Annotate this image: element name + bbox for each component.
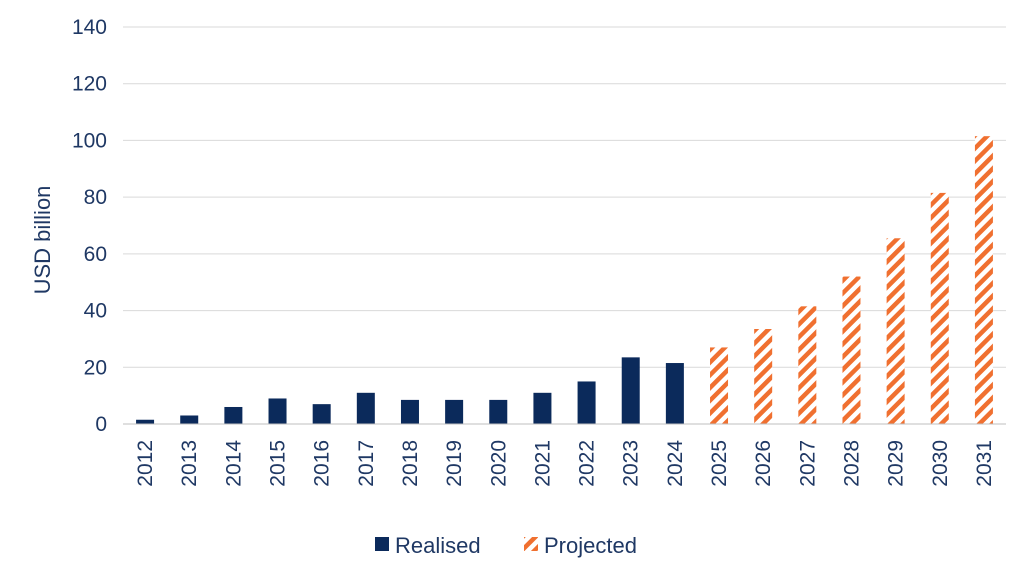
- x-tick-label: 2013: [178, 440, 201, 487]
- x-tick-label: 2016: [311, 440, 334, 487]
- y-tick-label: 120: [72, 73, 107, 96]
- bar-realised-2024: [665, 363, 684, 424]
- y-tick-label: 20: [84, 356, 107, 379]
- bar-projected-2025: [710, 347, 729, 424]
- x-tick-label: 2031: [973, 440, 996, 487]
- bar-projected-2026: [754, 329, 773, 424]
- bar-realised-2019: [445, 399, 464, 424]
- x-tick-label: 2015: [267, 440, 290, 487]
- bar-realised-2013: [180, 415, 199, 424]
- gridlines: [123, 26, 1006, 368]
- x-tick-label: 2012: [134, 440, 157, 487]
- bar-realised-2020: [489, 399, 508, 424]
- bar-projected-2028: [842, 276, 861, 424]
- bar-realised-2023: [621, 357, 640, 424]
- x-tick-label: 2025: [708, 440, 731, 487]
- bar-projected-2030: [930, 192, 949, 424]
- x-tick-label: 2021: [531, 440, 554, 487]
- bar-realised-2014: [224, 406, 243, 424]
- bar-realised-2018: [400, 399, 419, 424]
- x-tick-label: 2028: [840, 440, 863, 487]
- y-tick-label: 0: [95, 413, 107, 436]
- bar-projected-2027: [798, 306, 817, 424]
- y-tick-label: 40: [84, 300, 107, 323]
- x-tick-label: 2024: [664, 440, 687, 487]
- x-tick-label: 2030: [929, 440, 952, 487]
- y-axis-tick-labels: 0 20 40 60 80 100 120 140: [72, 16, 107, 436]
- y-axis-title: USD billion: [30, 186, 55, 295]
- x-tick-label: 2027: [796, 440, 819, 487]
- legend: Realised Projected: [375, 533, 637, 558]
- y-tick-label: 100: [72, 129, 107, 152]
- x-tick-label: 2026: [752, 440, 775, 487]
- bar-realised-2021: [533, 392, 552, 424]
- bars: [136, 136, 993, 425]
- x-tick-label: 2022: [576, 440, 599, 487]
- x-tick-label: 2023: [620, 440, 643, 487]
- legend-swatch-realised: [375, 537, 389, 551]
- legend-swatch-projected: [524, 537, 538, 551]
- bar-realised-2022: [577, 381, 596, 424]
- x-axis-tick-labels: 2012 2013 2014 2015 2016 2017 2018 2019 2020 2021…: [134, 440, 996, 487]
- legend-label-projected: Projected: [544, 533, 637, 558]
- x-tick-label: 2019: [443, 440, 466, 487]
- legend-label-realised: Realised: [395, 533, 481, 558]
- x-tick-label: 2014: [222, 440, 245, 487]
- bar-realised-2015: [268, 398, 287, 424]
- x-tick-label: 2029: [885, 440, 908, 487]
- bar-projected-2029: [886, 238, 905, 424]
- bar-realised-2016: [312, 404, 331, 424]
- x-tick-label: 2017: [355, 440, 378, 487]
- y-tick-label: 60: [84, 243, 107, 266]
- x-tick-label: 2018: [399, 440, 422, 487]
- bar-realised-2017: [356, 392, 375, 424]
- y-tick-label: 80: [84, 186, 107, 209]
- bar-projected-2031: [974, 136, 993, 425]
- x-tick-label: 2020: [487, 440, 510, 487]
- y-tick-label: 140: [72, 16, 107, 39]
- bar-realised-2012: [136, 419, 155, 424]
